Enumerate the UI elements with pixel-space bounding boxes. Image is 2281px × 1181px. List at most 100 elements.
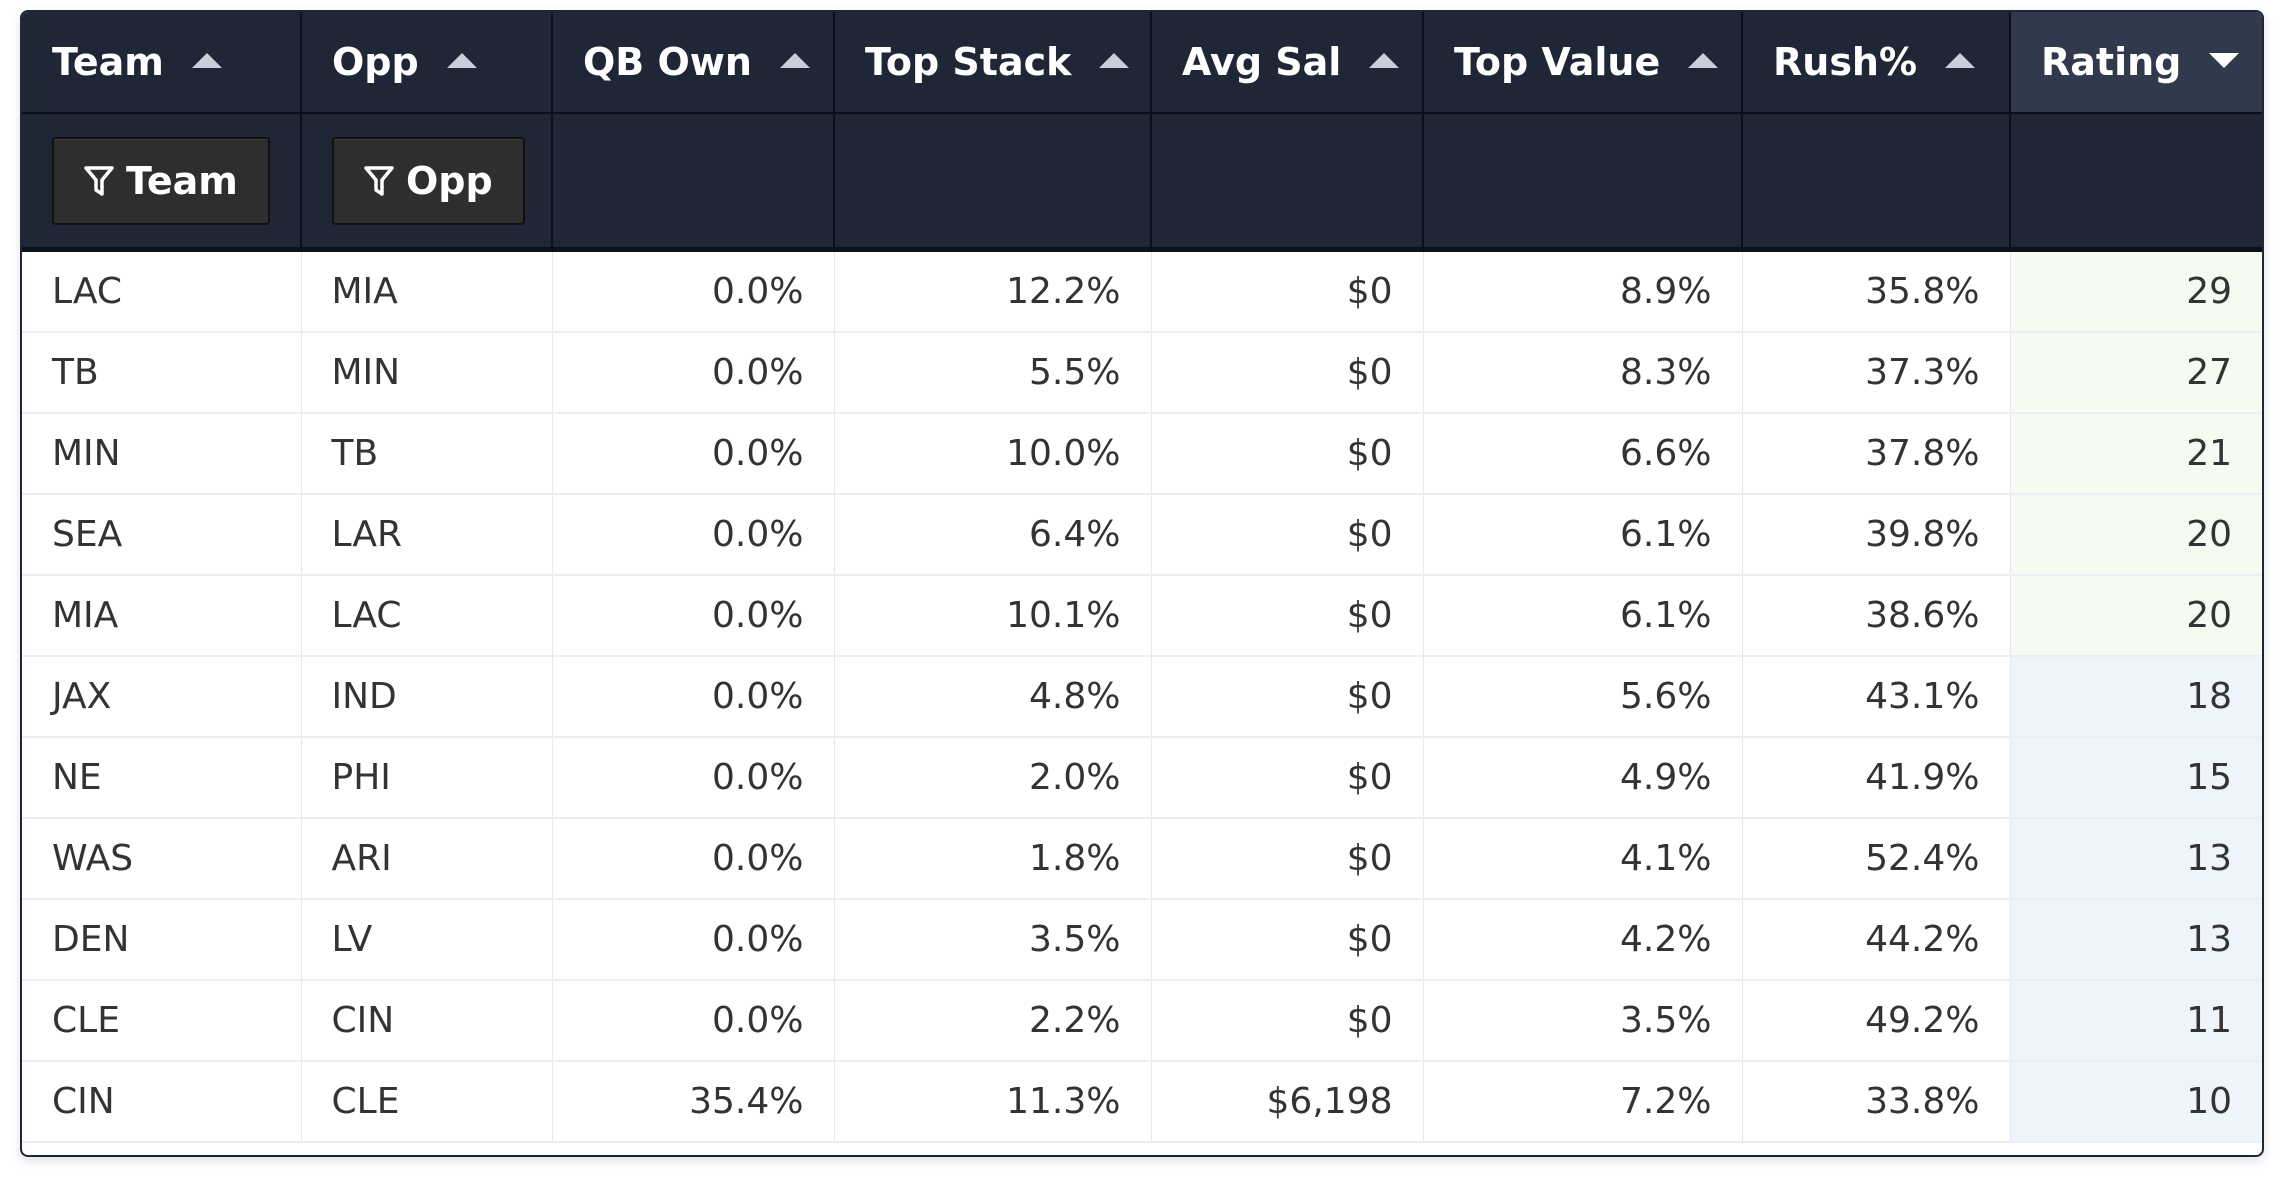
column-label: Opp — [332, 40, 419, 84]
qb-own-cell: 0.0% — [552, 818, 835, 900]
opp-cell: ARI — [301, 818, 553, 900]
sort-ascending-icon — [779, 53, 810, 68]
rating-cell: 15 — [2010, 737, 2262, 819]
table-row[interactable]: JAX IND 0.0% 4.8% $0 5.6% 43.1% 18 — [22, 656, 2262, 738]
table-row[interactable]: LAC MIA 0.0% 12.2% $0 8.9% 35.8% 29 — [22, 249, 2262, 333]
opp-cell: LAR — [301, 494, 553, 576]
sort-ascending-icon — [1945, 53, 1976, 68]
avg-sal-cell: $0 — [1151, 494, 1424, 576]
opp-cell: CIN — [301, 980, 553, 1062]
table-row[interactable]: WAS ARI 0.0% 1.8% $0 4.1% 52.4% 13 — [22, 818, 2262, 900]
filter-cell-empty — [834, 113, 1152, 252]
opp-cell: LAC — [301, 575, 553, 657]
table-row[interactable]: CIN CLE 35.4% 11.3% $6,198 7.2% 33.8% 10 — [22, 1061, 2262, 1143]
filter-cell-empty — [552, 113, 835, 252]
rush-pct-cell: 39.8% — [1742, 494, 2011, 576]
table-row[interactable]: MIA LAC 0.0% 10.1% $0 6.1% 38.6% 20 — [22, 575, 2262, 657]
rush-pct-cell: 35.8% — [1742, 249, 2011, 333]
top-value-cell: 4.2% — [1423, 899, 1743, 981]
top-stack-cell: 6.4% — [834, 494, 1152, 576]
table-row[interactable]: SEA LAR 0.0% 6.4% $0 6.1% 39.8% 20 — [22, 494, 2262, 576]
opp-cell: MIA — [301, 249, 553, 333]
top-value-cell: 8.3% — [1423, 332, 1743, 414]
column-header-rush-pct[interactable]: Rush% — [1742, 12, 2011, 114]
top-value-cell: 6.1% — [1423, 494, 1743, 576]
column-header-team[interactable]: Team — [22, 12, 302, 114]
qb-own-cell: 0.0% — [552, 332, 835, 414]
column-header-qb-own[interactable]: QB Own — [552, 12, 835, 114]
team-cell: TB — [22, 332, 302, 414]
table-row[interactable]: MIN TB 0.0% 10.0% $0 6.6% 37.8% 21 — [22, 413, 2262, 495]
qb-own-cell: 0.0% — [552, 413, 835, 495]
opp-filter-button[interactable]: Opp — [332, 136, 525, 225]
filter-cell-empty — [1151, 113, 1424, 252]
sort-descending-icon — [2209, 53, 2240, 68]
top-stack-cell: 2.0% — [834, 737, 1152, 819]
column-header-opp[interactable]: Opp — [301, 12, 553, 114]
table-row[interactable]: DEN LV 0.0% 3.5% $0 4.2% 44.2% 13 — [22, 899, 2262, 981]
rush-pct-cell: 43.1% — [1742, 656, 2011, 738]
opp-cell: TB — [301, 413, 553, 495]
filter-cell-opp: Opp — [301, 113, 553, 252]
column-label: Team — [52, 40, 164, 84]
team-cell: JAX — [22, 656, 302, 738]
team-cell: MIA — [22, 575, 302, 657]
column-label: Rating — [2041, 40, 2182, 84]
filter-cell-empty — [2010, 113, 2262, 252]
header-row: Team Opp QB Own Top Stack Avg Sal Top Va… — [22, 12, 2262, 114]
opp-cell: IND — [301, 656, 553, 738]
rating-cell: 20 — [2010, 575, 2262, 657]
column-label: Avg Sal — [1182, 40, 1342, 84]
rush-pct-cell: 41.9% — [1742, 737, 2011, 819]
qb-own-cell: 0.0% — [552, 249, 835, 333]
avg-sal-cell: $0 — [1151, 413, 1424, 495]
filter-cell-empty — [1742, 113, 2011, 252]
avg-sal-cell: $0 — [1151, 818, 1424, 900]
team-cell: LAC — [22, 249, 302, 333]
team-cell: CLE — [22, 980, 302, 1062]
top-stack-cell: 5.5% — [834, 332, 1152, 414]
table-row[interactable]: NE PHI 0.0% 2.0% $0 4.9% 41.9% 15 — [22, 737, 2262, 819]
opp-cell: LV — [301, 899, 553, 981]
rating-cell: 13 — [2010, 818, 2262, 900]
table-row[interactable]: TB MIN 0.0% 5.5% $0 8.3% 37.3% 27 — [22, 332, 2262, 414]
top-stack-cell: 11.3% — [834, 1061, 1152, 1143]
column-header-avg-sal[interactable]: Avg Sal — [1151, 12, 1424, 114]
opp-filter-label: Opp — [406, 158, 493, 203]
sort-ascending-icon — [446, 53, 477, 68]
qb-own-cell: 0.0% — [552, 656, 835, 738]
sort-ascending-icon — [1369, 53, 1400, 68]
table-row[interactable]: CLE CIN 0.0% 2.2% $0 3.5% 49.2% 11 — [22, 980, 2262, 1062]
rating-cell: 21 — [2010, 413, 2262, 495]
top-value-cell: 3.5% — [1423, 980, 1743, 1062]
top-stack-cell: 10.0% — [834, 413, 1152, 495]
column-label: Top Stack — [865, 40, 1072, 84]
team-cell: DEN — [22, 899, 302, 981]
top-value-cell: 6.6% — [1423, 413, 1743, 495]
column-label: Top Value — [1454, 40, 1661, 84]
avg-sal-cell: $0 — [1151, 332, 1424, 414]
team-stack-table-container: Team Opp QB Own Top Stack Avg Sal Top Va… — [20, 10, 2264, 1157]
filter-icon — [364, 165, 394, 196]
top-stack-cell: 4.8% — [834, 656, 1152, 738]
rating-cell: 27 — [2010, 332, 2262, 414]
column-header-top-value[interactable]: Top Value — [1423, 12, 1743, 114]
rush-pct-cell: 44.2% — [1742, 899, 2011, 981]
top-value-cell: 5.6% — [1423, 656, 1743, 738]
avg-sal-cell: $0 — [1151, 249, 1424, 333]
team-cell: WAS — [22, 818, 302, 900]
top-value-cell: 6.1% — [1423, 575, 1743, 657]
column-header-top-stack[interactable]: Top Stack — [834, 12, 1152, 114]
rush-pct-cell: 37.8% — [1742, 413, 2011, 495]
avg-sal-cell: $6,198 — [1151, 1061, 1424, 1143]
top-value-cell: 7.2% — [1423, 1061, 1743, 1143]
filter-cell-empty — [1423, 113, 1743, 252]
top-value-cell: 4.9% — [1423, 737, 1743, 819]
team-filter-button[interactable]: Team — [52, 136, 270, 225]
column-header-rating[interactable]: Rating — [2010, 12, 2262, 114]
team-cell: NE — [22, 737, 302, 819]
top-value-cell: 4.1% — [1423, 818, 1743, 900]
team-filter-label: Team — [126, 158, 238, 203]
opp-cell: PHI — [301, 737, 553, 819]
top-stack-cell: 1.8% — [834, 818, 1152, 900]
